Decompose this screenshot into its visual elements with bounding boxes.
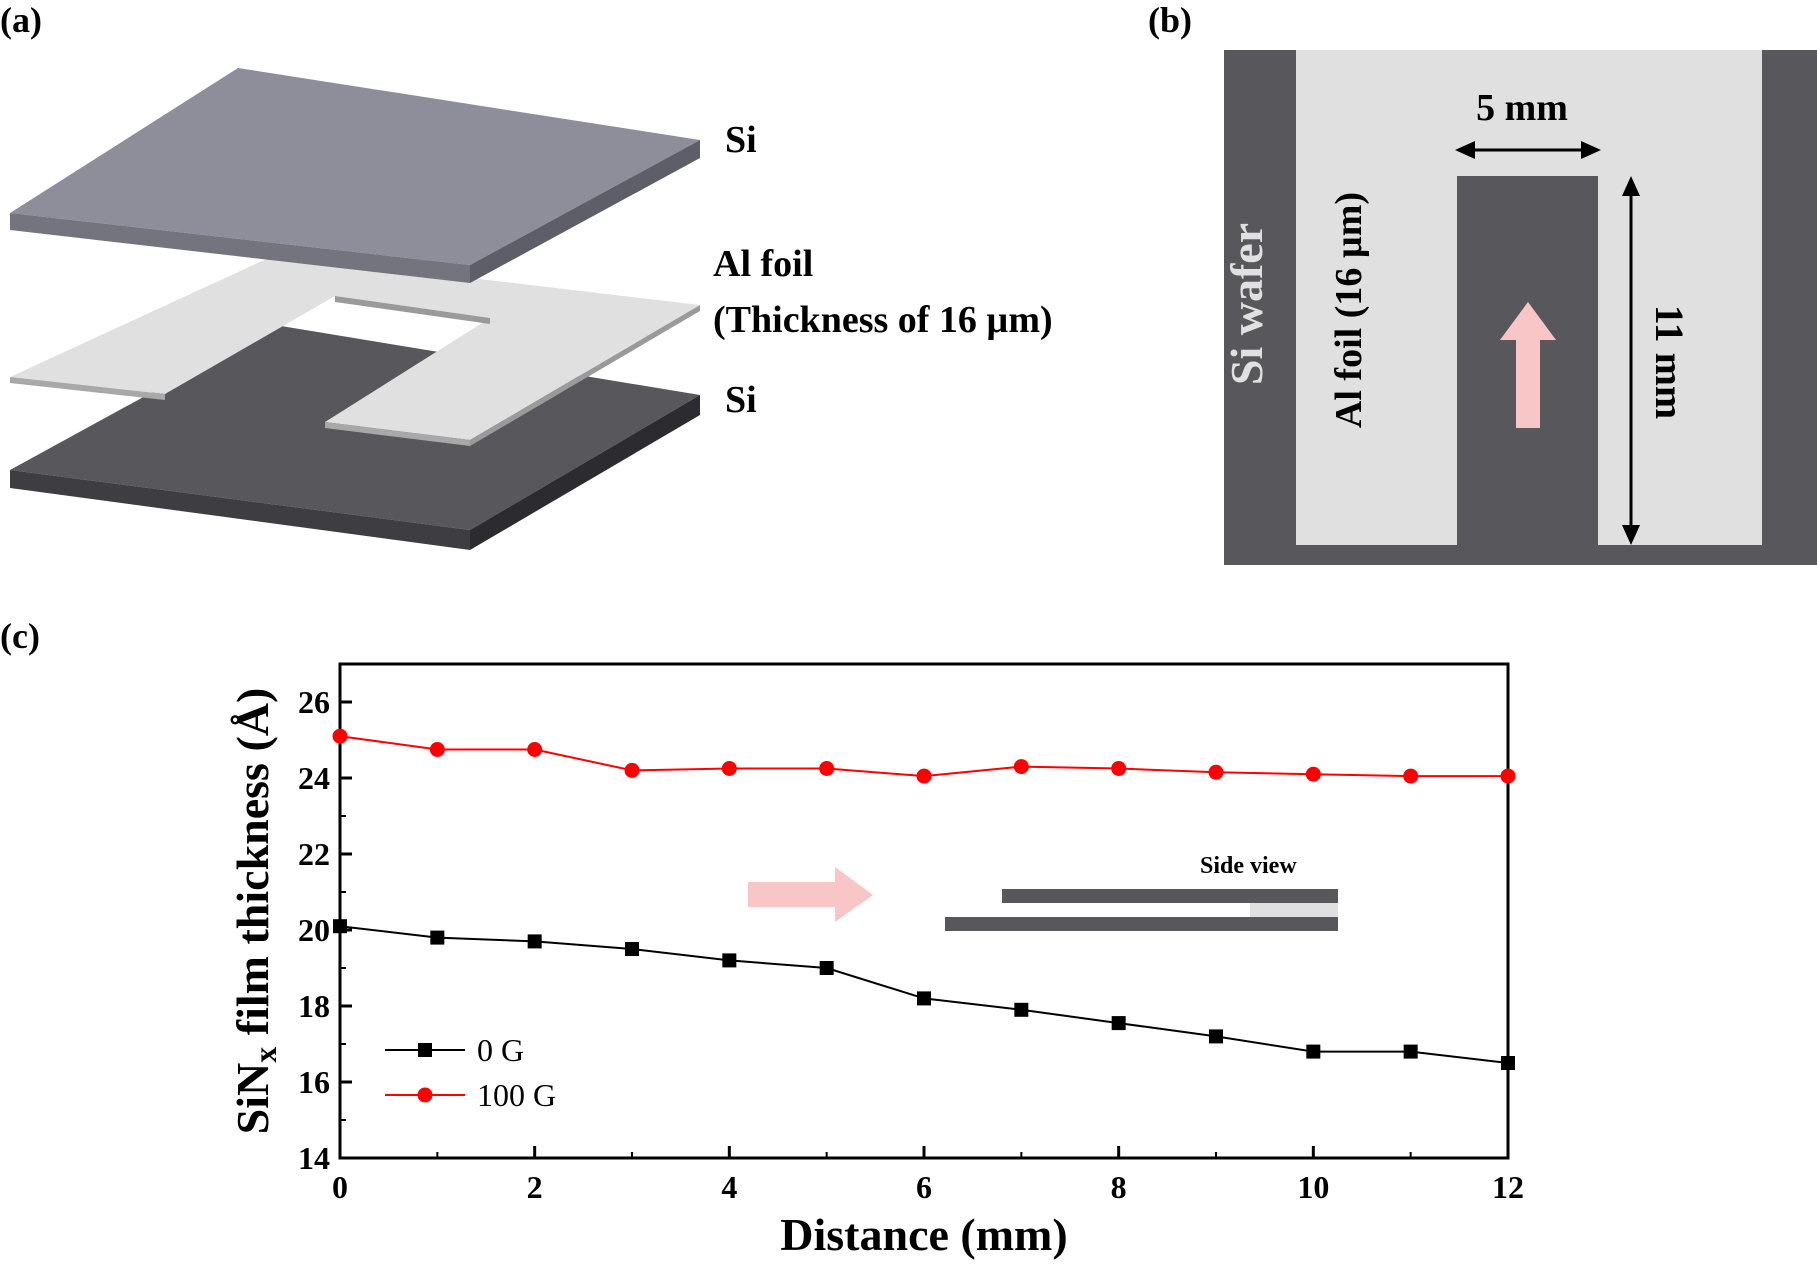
x-tick-label: 8 xyxy=(1111,1169,1127,1205)
top-si-top-face xyxy=(10,68,700,265)
panel-b-label: (b) xyxy=(1148,0,1192,40)
data-point-circle xyxy=(1111,761,1127,776)
data-point-square xyxy=(1209,1029,1223,1044)
panel-a-label: (a) xyxy=(0,0,42,40)
al-foil-layer xyxy=(10,255,700,446)
top-si-layer xyxy=(10,68,700,283)
height-arrowhead-top xyxy=(1622,176,1640,196)
top-si-label: Si xyxy=(725,119,757,161)
flow-arrow-up xyxy=(1500,302,1556,428)
bottom-si-label: Si xyxy=(725,379,757,421)
data-point-circle xyxy=(1208,764,1224,780)
side-view-inset: Side view xyxy=(945,853,1338,931)
y-axis-label-rest: film thickness (Å) xyxy=(227,688,278,1047)
y-tick-label: 22 xyxy=(298,836,330,872)
data-point-circle xyxy=(1013,759,1029,775)
x-tick-label: 4 xyxy=(721,1169,737,1205)
data-point-square xyxy=(1306,1044,1321,1059)
y-tick-label: 16 xyxy=(298,1064,330,1100)
data-point-square xyxy=(333,919,347,934)
width-arrowhead-right xyxy=(1581,141,1601,159)
data-point-square xyxy=(1403,1044,1418,1059)
x-tick-label: 0 xyxy=(332,1169,348,1205)
legend-marker-circle xyxy=(417,1087,433,1103)
y-tick-label: 14 xyxy=(298,1140,330,1176)
data-point-square xyxy=(1014,1002,1029,1017)
y-axis-label-subscript: x xyxy=(247,1047,283,1063)
data-point-circle xyxy=(1305,766,1321,782)
data-point-circle xyxy=(624,762,640,778)
panel-c-label: (c) xyxy=(0,616,40,656)
al-foil-16um-label: Al foil (16 µm) xyxy=(1328,192,1370,428)
y-tick-label: 26 xyxy=(298,684,330,720)
data-point-circle xyxy=(721,761,737,776)
data-point-circle xyxy=(527,742,543,757)
data-point-circle xyxy=(429,742,445,757)
al-foil-edge-left xyxy=(10,377,165,400)
data-point-square xyxy=(1501,1056,1515,1070)
x-tick-label: 10 xyxy=(1297,1169,1329,1205)
height-label: 11 mm xyxy=(1647,305,1692,419)
y-axis-label-main: SiN xyxy=(227,1063,278,1135)
panel-b: (b) Si wafer Al foil (16 µm) 5 mm 11 mm xyxy=(1148,0,1817,565)
height-arrowhead-bottom xyxy=(1622,525,1640,545)
width-arrowhead-left xyxy=(1455,141,1475,159)
inset-al-foil xyxy=(1250,903,1338,917)
al-foil-edge-side xyxy=(470,305,700,446)
y-axis-label: SiNx film thickness (Å) xyxy=(227,688,283,1135)
al-foil-top-face xyxy=(10,255,700,440)
panel-a: (a) Si Al foil (Thickness of 16 µm) Si xyxy=(0,0,1053,550)
legend-marker-square xyxy=(418,1043,432,1057)
data-point-circle xyxy=(1403,768,1419,784)
data-point-square xyxy=(430,930,445,945)
al-foil-notch-edge xyxy=(335,296,490,324)
x-tick-label: 6 xyxy=(916,1169,932,1205)
data-point-circle xyxy=(916,768,932,784)
top-si-side-face xyxy=(470,140,700,283)
top-si-front-face xyxy=(10,213,470,283)
y-tick-label: 20 xyxy=(298,912,330,948)
data-point-circle xyxy=(819,761,835,776)
inset-bottom-si xyxy=(945,917,1338,931)
x-tick-label: 12 xyxy=(1492,1169,1524,1205)
side-view-label: Side view xyxy=(1200,853,1297,879)
al-foil-edge-right xyxy=(325,422,470,446)
al-foil-label-line1: Al foil xyxy=(713,243,813,285)
data-point-square xyxy=(527,934,542,949)
legend-label: 0 G xyxy=(477,1032,524,1068)
legend-label: 100 G xyxy=(477,1077,556,1113)
data-point-circle xyxy=(1500,768,1516,784)
data-point-square xyxy=(819,961,834,975)
data-point-square xyxy=(917,991,931,1006)
al-foil-u-shape xyxy=(1296,50,1762,545)
flow-arrow-right xyxy=(748,867,873,922)
si-wafer-label: Si wafer xyxy=(1221,223,1272,385)
data-point-circle xyxy=(332,728,348,744)
x-tick-label: 2 xyxy=(527,1169,543,1205)
y-tick-label: 24 xyxy=(298,760,330,796)
bottom-si-front-face xyxy=(10,470,470,550)
width-label: 5 mm xyxy=(1476,87,1568,129)
al-foil-label-line2: (Thickness of 16 µm) xyxy=(713,299,1053,341)
inset-top-si xyxy=(1002,889,1338,903)
data-point-square xyxy=(722,953,737,968)
bottom-si-side-face xyxy=(470,395,700,550)
data-point-square xyxy=(1111,1016,1126,1031)
data-point-square xyxy=(625,942,639,956)
y-tick-label: 18 xyxy=(298,988,330,1024)
x-axis-label: Distance (mm) xyxy=(780,1209,1067,1260)
